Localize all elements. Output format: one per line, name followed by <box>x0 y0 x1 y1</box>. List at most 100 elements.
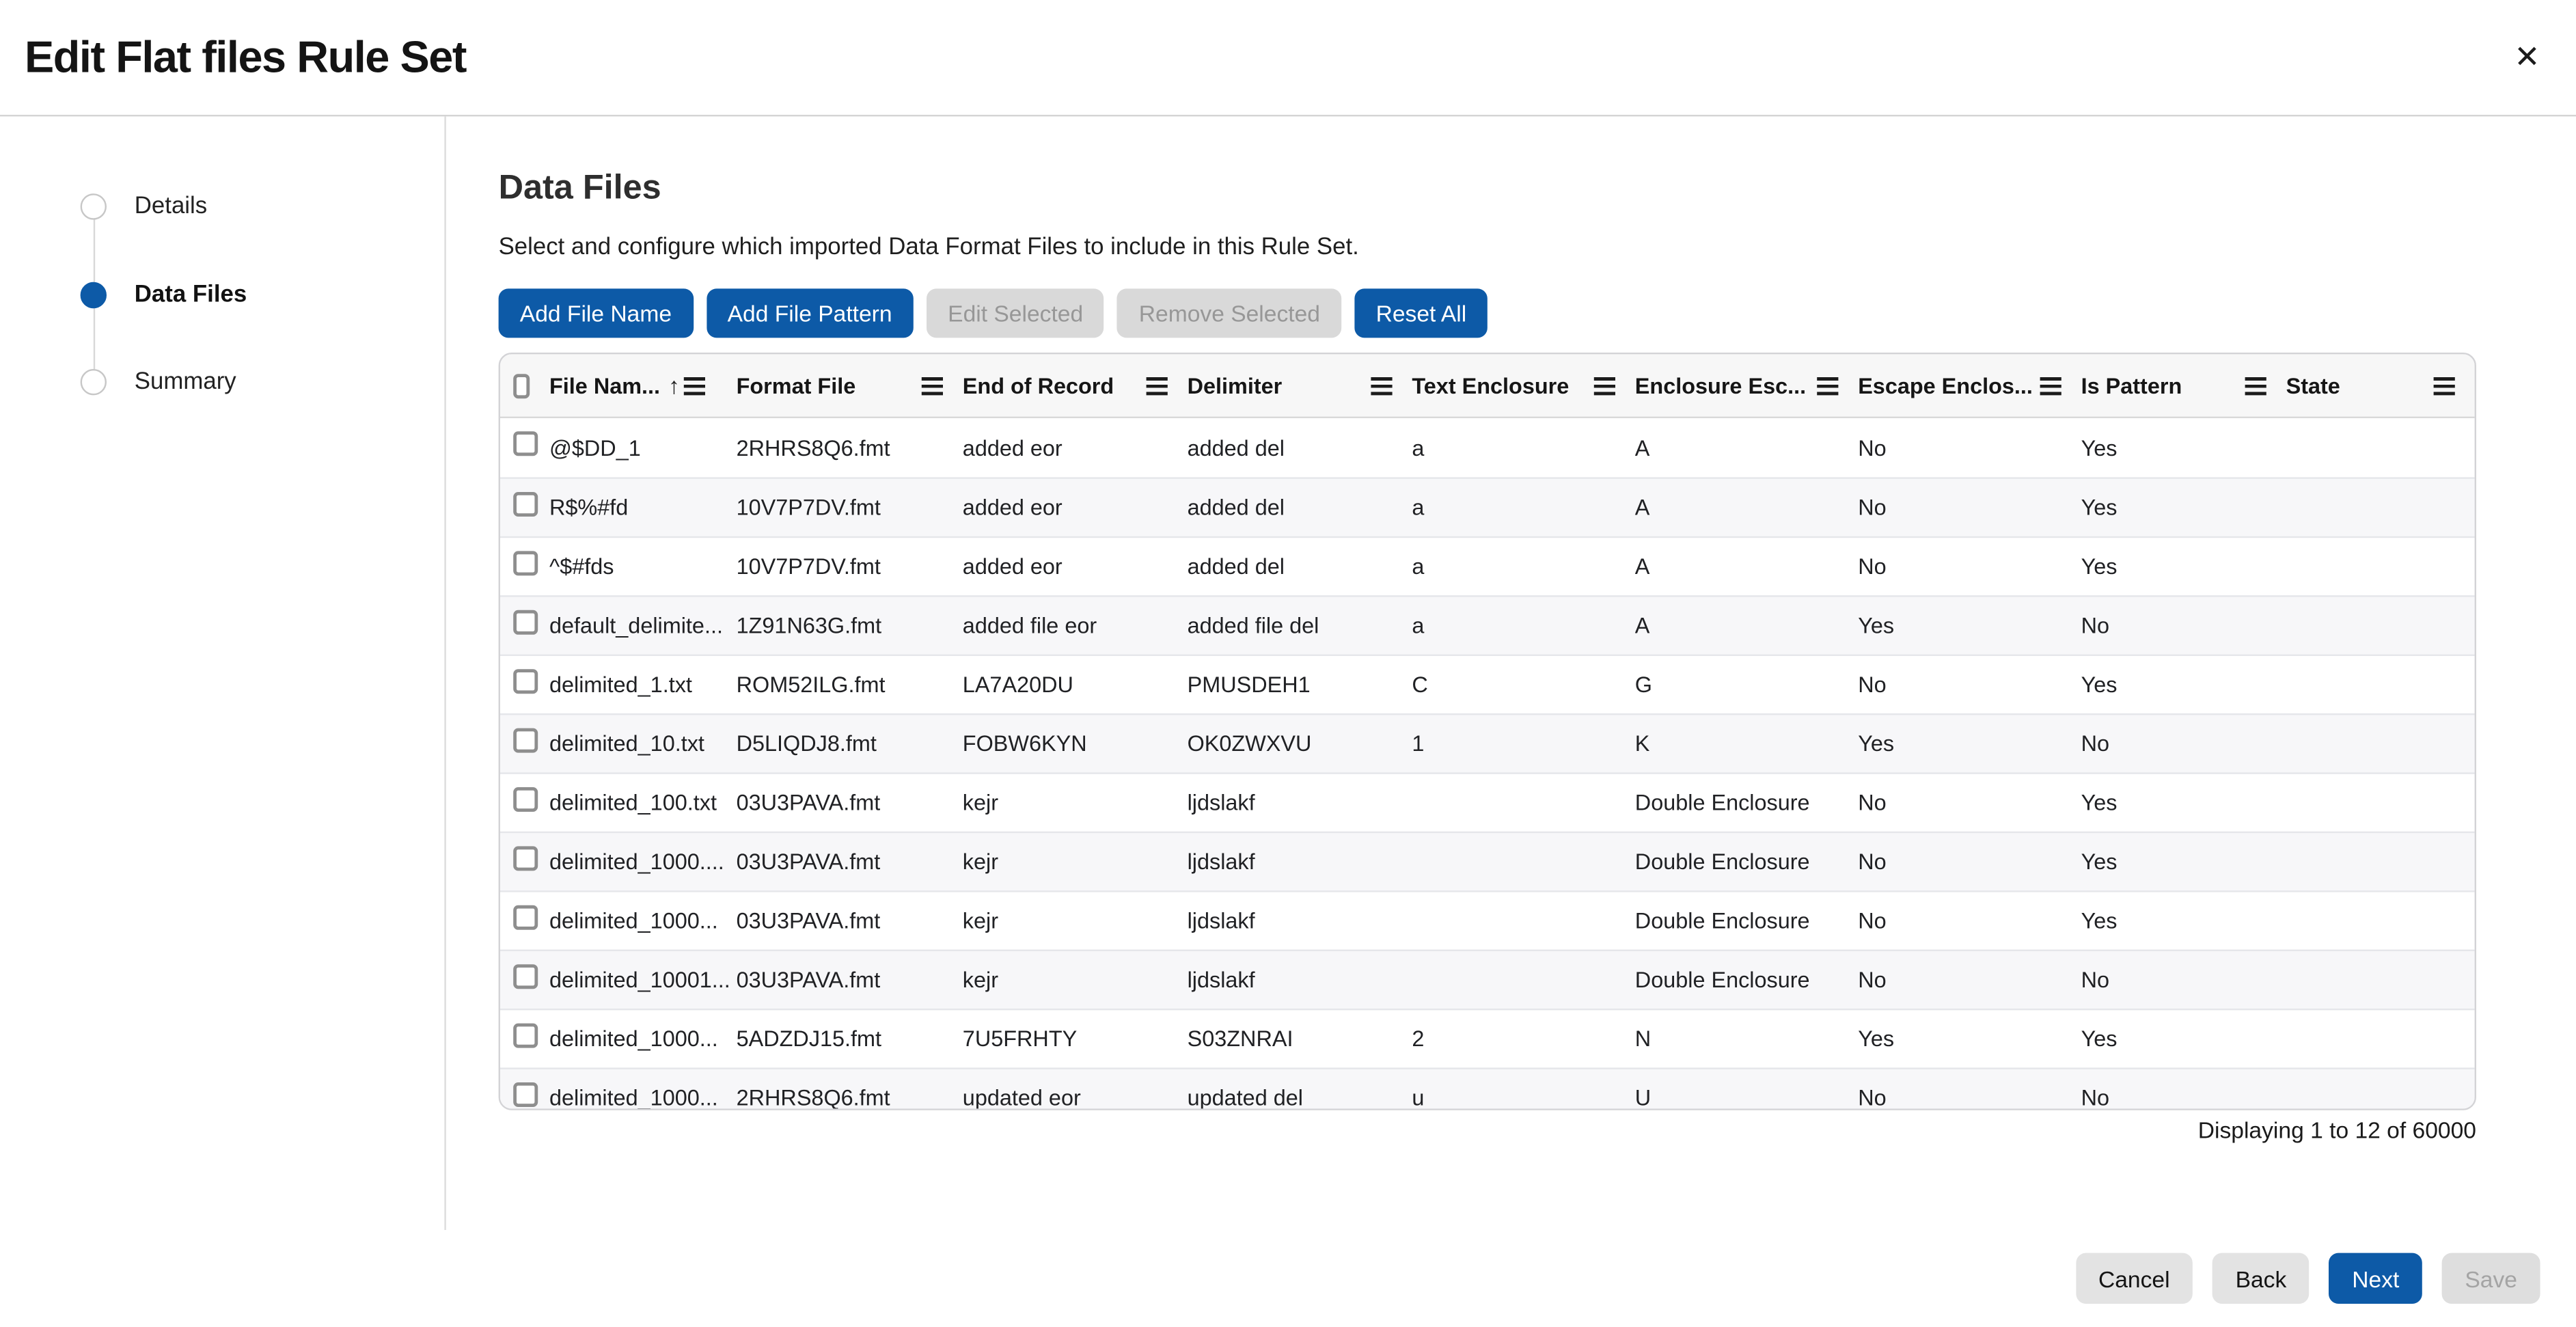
wizard-step-data-files[interactable]: Data Files <box>80 282 247 309</box>
cell-delimiter: added file del <box>1187 613 1319 638</box>
cell-is-pattern: No <box>2081 1085 2110 1110</box>
cell-enclosure-esc: A <box>1634 613 1650 638</box>
pagination-status: Displaying 1 to 12 of 60000 <box>2197 1117 2477 1143</box>
cell-text-enclosure: u <box>1412 1085 1425 1110</box>
page-description: Select and configure which imported Data… <box>498 234 1359 261</box>
row-checkbox[interactable] <box>513 668 538 694</box>
row-checkbox[interactable] <box>513 845 538 871</box>
column-label: Text Enclosure <box>1412 373 1570 398</box>
close-icon[interactable]: ✕ <box>2514 40 2540 75</box>
cell-text-enclosure: a <box>1412 435 1425 461</box>
cell-enclosure-esc: Double Enclosure <box>1634 908 1810 933</box>
row-checkbox-cell <box>500 845 549 878</box>
table-row: delimited_1.txt ROM52ILG.fmt LA7A20DU PM… <box>500 654 2475 713</box>
row-checkbox-cell <box>500 1022 549 1055</box>
cell-end-of-record: updated eor <box>962 1085 1081 1110</box>
remove-selected-button[interactable]: Remove Selected <box>1117 288 1342 338</box>
column-menu-icon[interactable] <box>683 376 704 395</box>
column-header-end-of-record[interactable]: End of Record <box>963 373 1188 398</box>
column-menu-icon[interactable] <box>921 376 943 395</box>
cell-delimiter: OK0ZWXVU <box>1187 731 1312 756</box>
row-checkbox[interactable] <box>513 1081 538 1106</box>
column-menu-icon[interactable] <box>2245 376 2266 395</box>
cell-file-name: delimited_1000... <box>549 1085 718 1110</box>
add-file-name-button[interactable]: Add File Name <box>498 288 694 338</box>
cell-file-name: delimited_10001... <box>549 968 730 992</box>
reset-all-button[interactable]: Reset All <box>1354 288 1488 338</box>
cell-format-file: 5ADZDJ15.fmt <box>736 1026 882 1052</box>
row-checkbox[interactable] <box>513 727 538 752</box>
step-label: Details <box>134 193 208 220</box>
column-header-format-file[interactable]: Format File <box>737 373 963 398</box>
cell-delimiter: updated del <box>1187 1085 1303 1110</box>
row-checkbox[interactable] <box>513 550 538 575</box>
cell-escape-enclos: No <box>1858 435 1887 461</box>
column-menu-icon[interactable] <box>2433 376 2455 395</box>
edit-selected-button[interactable]: Edit Selected <box>926 288 1105 338</box>
row-checkbox[interactable] <box>513 963 538 988</box>
next-button[interactable]: Next <box>2329 1253 2422 1304</box>
cell-end-of-record: 7U5FRHTY <box>962 1026 1078 1052</box>
row-checkbox[interactable] <box>513 904 538 929</box>
column-header-is-pattern[interactable]: Is Pattern <box>2081 373 2286 398</box>
column-header-escape-enclos[interactable]: Escape Enclos... <box>1858 373 2081 398</box>
wizard-step-summary[interactable]: Summary <box>80 369 236 396</box>
step-circle-details <box>80 193 107 220</box>
cell-text-enclosure: a <box>1412 554 1425 579</box>
column-label: Is Pattern <box>2081 373 2182 398</box>
table-row: delimited_1000... 5ADZDJ15.fmt 7U5FRHTY … <box>500 1009 2475 1067</box>
column-label: Delimiter <box>1187 373 1283 398</box>
row-checkbox[interactable] <box>513 1022 538 1048</box>
row-checkbox[interactable] <box>513 786 538 811</box>
row-checkbox[interactable] <box>513 609 538 634</box>
cell-enclosure-esc: G <box>1634 672 1653 698</box>
column-menu-icon[interactable] <box>1371 376 1393 395</box>
cell-end-of-record: kejr <box>962 790 999 815</box>
column-label: Escape Enclos... <box>1858 373 2033 398</box>
column-header-file-name[interactable]: File Nam... ↑ <box>549 372 737 398</box>
cell-escape-enclos: Yes <box>1858 1026 1895 1052</box>
cell-file-name: delimited_1000... <box>549 1026 718 1052</box>
column-menu-icon[interactable] <box>2040 376 2061 395</box>
table-row: delimited_100.txt 03U3PAVA.fmt kejr ljds… <box>500 772 2475 831</box>
add-file-pattern-button[interactable]: Add File Pattern <box>706 288 914 338</box>
row-checkbox[interactable] <box>513 491 538 516</box>
dialog-body: Details Data Files Summary Data Files Se… <box>0 116 2576 1231</box>
table-row: delimited_1000... 2RHRS8Q6.fmt updated e… <box>500 1067 2475 1110</box>
cell-escape-enclos: No <box>1858 908 1887 933</box>
column-menu-icon[interactable] <box>1593 376 1615 395</box>
row-checkbox-cell <box>500 550 549 583</box>
cell-end-of-record: FOBW6KYN <box>962 731 1087 756</box>
cell-is-pattern: Yes <box>2081 672 2118 698</box>
row-checkbox[interactable] <box>513 431 538 456</box>
cell-delimiter: ljdslakf <box>1187 849 1255 875</box>
row-checkbox-cell <box>500 431 549 464</box>
select-all-checkbox[interactable] <box>513 373 530 398</box>
column-label: State <box>2286 373 2340 398</box>
column-header-text-enclosure[interactable]: Text Enclosure <box>1412 373 1634 398</box>
column-header-enclosure-esc[interactable]: Enclosure Esc... <box>1635 373 1858 398</box>
cell-enclosure-esc: Double Enclosure <box>1634 849 1810 875</box>
wizard-step-details[interactable]: Details <box>80 193 208 220</box>
select-all-cell <box>500 373 549 398</box>
column-menu-icon[interactable] <box>1817 376 1839 395</box>
column-header-state[interactable]: State <box>2286 373 2475 398</box>
column-header-delimiter[interactable]: Delimiter <box>1188 373 1412 398</box>
dialog-footer: Cancel Back Next Save <box>0 1230 2576 1327</box>
row-checkbox-cell <box>500 786 549 819</box>
cell-file-name: delimited_1000.... <box>549 849 724 875</box>
save-button[interactable]: Save <box>2441 1253 2540 1304</box>
cell-delimiter: ljdslakf <box>1187 968 1255 992</box>
row-checkbox-cell <box>500 963 549 996</box>
cell-file-name: R$%#fd <box>549 495 629 520</box>
cell-delimiter: S03ZNRAI <box>1187 1026 1293 1052</box>
cell-text-enclosure: C <box>1412 672 1428 698</box>
cell-text-enclosure: a <box>1412 613 1425 638</box>
back-button[interactable]: Back <box>2212 1253 2310 1304</box>
cancel-button[interactable]: Cancel <box>2075 1253 2193 1304</box>
cell-is-pattern: Yes <box>2081 849 2118 875</box>
cell-escape-enclos: No <box>1858 495 1887 520</box>
column-menu-icon[interactable] <box>1146 376 1168 395</box>
cell-is-pattern: No <box>2081 731 2110 756</box>
row-checkbox-cell <box>500 727 549 760</box>
